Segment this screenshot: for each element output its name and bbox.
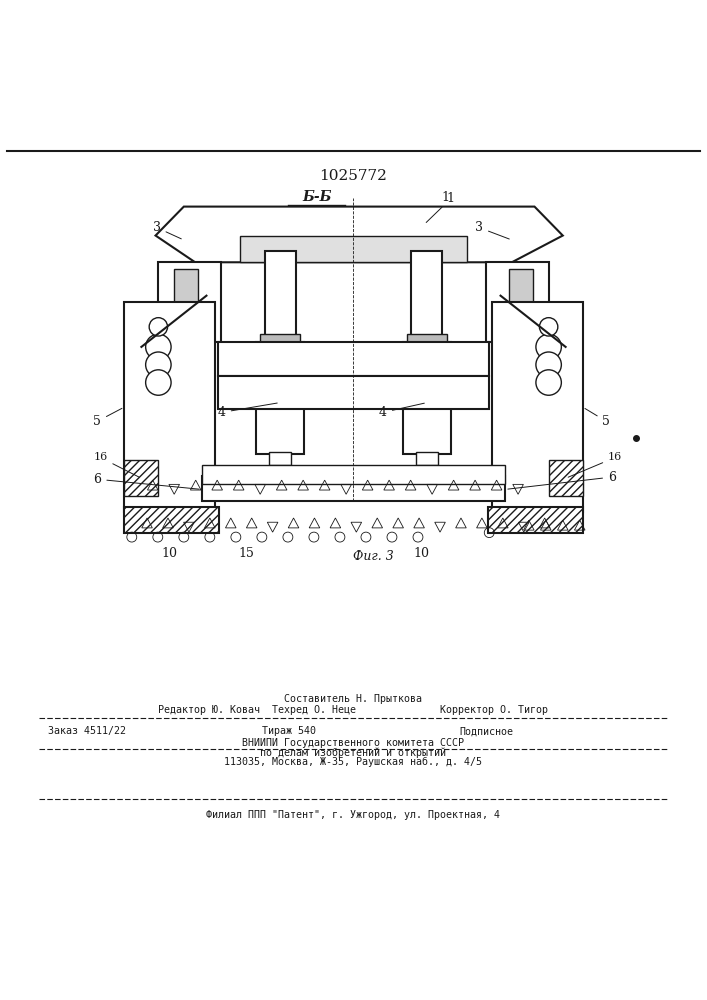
Circle shape: [536, 334, 561, 360]
Bar: [218, 342, 489, 376]
Text: 10: 10: [414, 547, 429, 560]
Text: 16: 16: [93, 452, 139, 477]
Circle shape: [146, 370, 171, 395]
Text: 10: 10: [162, 547, 177, 560]
Circle shape: [536, 370, 561, 395]
Text: 1: 1: [441, 191, 449, 204]
Bar: [269, 452, 291, 465]
Circle shape: [149, 318, 168, 336]
Circle shape: [146, 352, 171, 377]
Bar: [264, 251, 296, 342]
Text: 113035, Москва, Ж-35, Раушская наб., д. 4/5: 113035, Москва, Ж-35, Раушская наб., д. …: [225, 757, 482, 767]
Bar: [124, 302, 215, 512]
Text: 16: 16: [568, 452, 622, 477]
Text: 4: 4: [218, 403, 277, 419]
Text: 15: 15: [238, 547, 254, 560]
Bar: [486, 262, 549, 342]
Bar: [407, 334, 447, 356]
Bar: [416, 452, 438, 465]
Bar: [549, 460, 583, 496]
Bar: [240, 236, 467, 262]
Circle shape: [539, 318, 558, 336]
Text: 4: 4: [379, 403, 424, 419]
Text: ВНИИПИ Государственного комитета СССР: ВНИИПИ Государственного комитета СССР: [243, 738, 464, 748]
Text: 3: 3: [475, 221, 509, 239]
Bar: [202, 465, 505, 484]
Text: Фиг. 3: Фиг. 3: [353, 550, 394, 563]
Bar: [492, 302, 583, 512]
Text: 1025772: 1025772: [320, 169, 387, 183]
Bar: [202, 476, 505, 501]
Text: Редактор Ю. Ковач  Техред О. Неце              Корректор О. Тигор: Редактор Ю. Ковач Техред О. Неце Коррект…: [158, 705, 549, 715]
Text: 5: 5: [585, 408, 610, 428]
Text: Составитель Н. Прыткова: Составитель Н. Прыткова: [284, 694, 423, 704]
Bar: [218, 376, 489, 409]
Text: 1: 1: [426, 192, 455, 222]
Text: Тираж 540: Тираж 540: [262, 726, 315, 736]
Bar: [124, 460, 158, 496]
Text: 6: 6: [93, 473, 199, 489]
Bar: [411, 251, 443, 342]
Circle shape: [146, 334, 171, 360]
Text: 5: 5: [93, 408, 122, 428]
Text: Филиал ППП "Патент", г. Ужгород, ул. Проектная, 4: Филиал ППП "Патент", г. Ужгород, ул. Про…: [206, 810, 501, 820]
Bar: [174, 269, 198, 334]
Text: по делам изобретений и открытий: по делам изобретений и открытий: [260, 747, 447, 758]
Bar: [124, 507, 219, 533]
Bar: [509, 269, 533, 334]
Text: Подписное: Подписное: [460, 726, 513, 736]
Text: 3: 3: [153, 221, 181, 239]
Text: Заказ 4511/22: Заказ 4511/22: [48, 726, 126, 736]
Bar: [403, 342, 451, 454]
Text: Б-Б: Б-Б: [302, 190, 332, 204]
Bar: [488, 507, 583, 533]
Polygon shape: [156, 207, 563, 262]
Text: 6: 6: [508, 471, 616, 489]
Bar: [158, 262, 221, 342]
Circle shape: [536, 352, 561, 377]
Bar: [256, 342, 304, 454]
Bar: [260, 334, 300, 356]
